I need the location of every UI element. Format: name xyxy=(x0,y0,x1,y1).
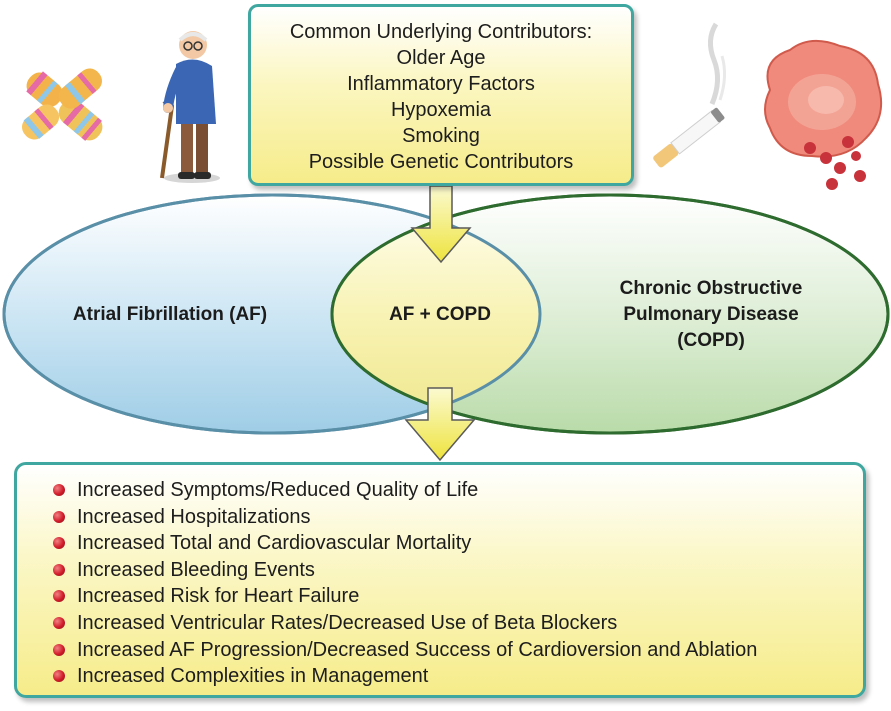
outcome-text: Increased Risk for Heart Failure xyxy=(77,585,360,608)
arrow-down-icon xyxy=(404,387,476,462)
af-label: Atrial Fibrillation (AF) xyxy=(72,304,268,325)
copd-label-line: Pulmonary Disease xyxy=(623,304,799,325)
bullet-icon xyxy=(53,510,65,523)
bullet-icon xyxy=(53,590,65,603)
chromosome-illustration xyxy=(22,68,103,141)
cigarette-illustration xyxy=(653,22,727,168)
copd-label: Chronic Obstructive Pulmonary Disease (C… xyxy=(586,276,836,354)
outcome-text: Increased Total and Cardiovascular Morta… xyxy=(77,532,472,555)
bullet-icon xyxy=(53,563,65,576)
list-item: Increased Symptoms/Reduced Quality of Li… xyxy=(53,477,863,504)
arrow-down-icon xyxy=(410,185,472,264)
outcome-text: Increased Symptoms/Reduced Quality of Li… xyxy=(77,479,479,501)
list-item: Increased Total and Cardiovascular Morta… xyxy=(53,530,863,557)
contributor-item: Inflammatory Factors xyxy=(347,73,535,95)
contributor-item: Hypoxemia xyxy=(390,99,492,121)
list-item: Increased Ventricular Rates/Decreased Us… xyxy=(53,610,863,637)
list-item: Increased AF Progression/Decreased Succe… xyxy=(53,637,863,664)
contributors-box: Common Underlying Contributors: Older Ag… xyxy=(248,4,634,186)
outcomes-list: Increased Symptoms/Reduced Quality of Li… xyxy=(53,477,863,690)
bullet-icon xyxy=(53,484,65,496)
contributor-item: Smoking xyxy=(402,125,480,147)
bullet-icon xyxy=(53,670,65,683)
list-item: Increased Hospitalizations xyxy=(53,504,863,531)
overlap-label: AF + COPD xyxy=(389,304,491,325)
outcome-text: Increased Hospitalizations xyxy=(77,505,311,528)
bullet-icon xyxy=(53,643,65,656)
copd-label-line: Chronic Obstructive xyxy=(619,278,803,299)
outcomes-box: Increased Symptoms/Reduced Quality of Li… xyxy=(14,462,866,698)
outcome-text: Increased Bleeding Events xyxy=(77,558,315,581)
contributor-item: Older Age xyxy=(396,47,486,69)
outcome-text: Increased Ventricular Rates/Decreased Us… xyxy=(77,611,618,634)
bullet-icon xyxy=(53,537,65,550)
list-item: Increased Risk for Heart Failure xyxy=(53,583,863,610)
outcome-text: Increased AF Progression/Decreased Succe… xyxy=(77,638,758,661)
outcome-text: Increased Complexities in Management xyxy=(77,665,429,688)
list-item: Increased Bleeding Events xyxy=(53,557,863,584)
contributors-heading: Common Underlying Contributors: xyxy=(289,21,593,43)
contributor-item: Possible Genetic Contributors xyxy=(308,151,574,173)
overlap-region xyxy=(332,195,540,433)
copd-label-line: (COPD) xyxy=(677,330,745,351)
lung-tissue-illustration xyxy=(764,39,882,190)
older-man-with-cane-illustration xyxy=(160,31,220,183)
list-item: Increased Complexities in Management xyxy=(53,663,863,690)
bullet-icon xyxy=(53,616,65,629)
